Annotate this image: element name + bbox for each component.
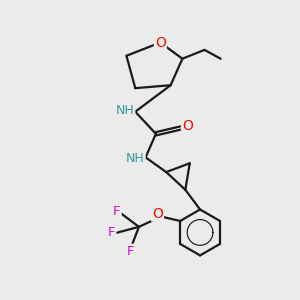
Text: NH: NH — [126, 152, 145, 165]
Text: O: O — [182, 118, 193, 133]
Text: F: F — [113, 205, 121, 218]
Text: F: F — [108, 226, 115, 239]
Text: O: O — [155, 35, 166, 50]
Text: NH: NH — [116, 104, 134, 117]
Text: F: F — [126, 245, 134, 258]
Text: O: O — [152, 207, 163, 220]
